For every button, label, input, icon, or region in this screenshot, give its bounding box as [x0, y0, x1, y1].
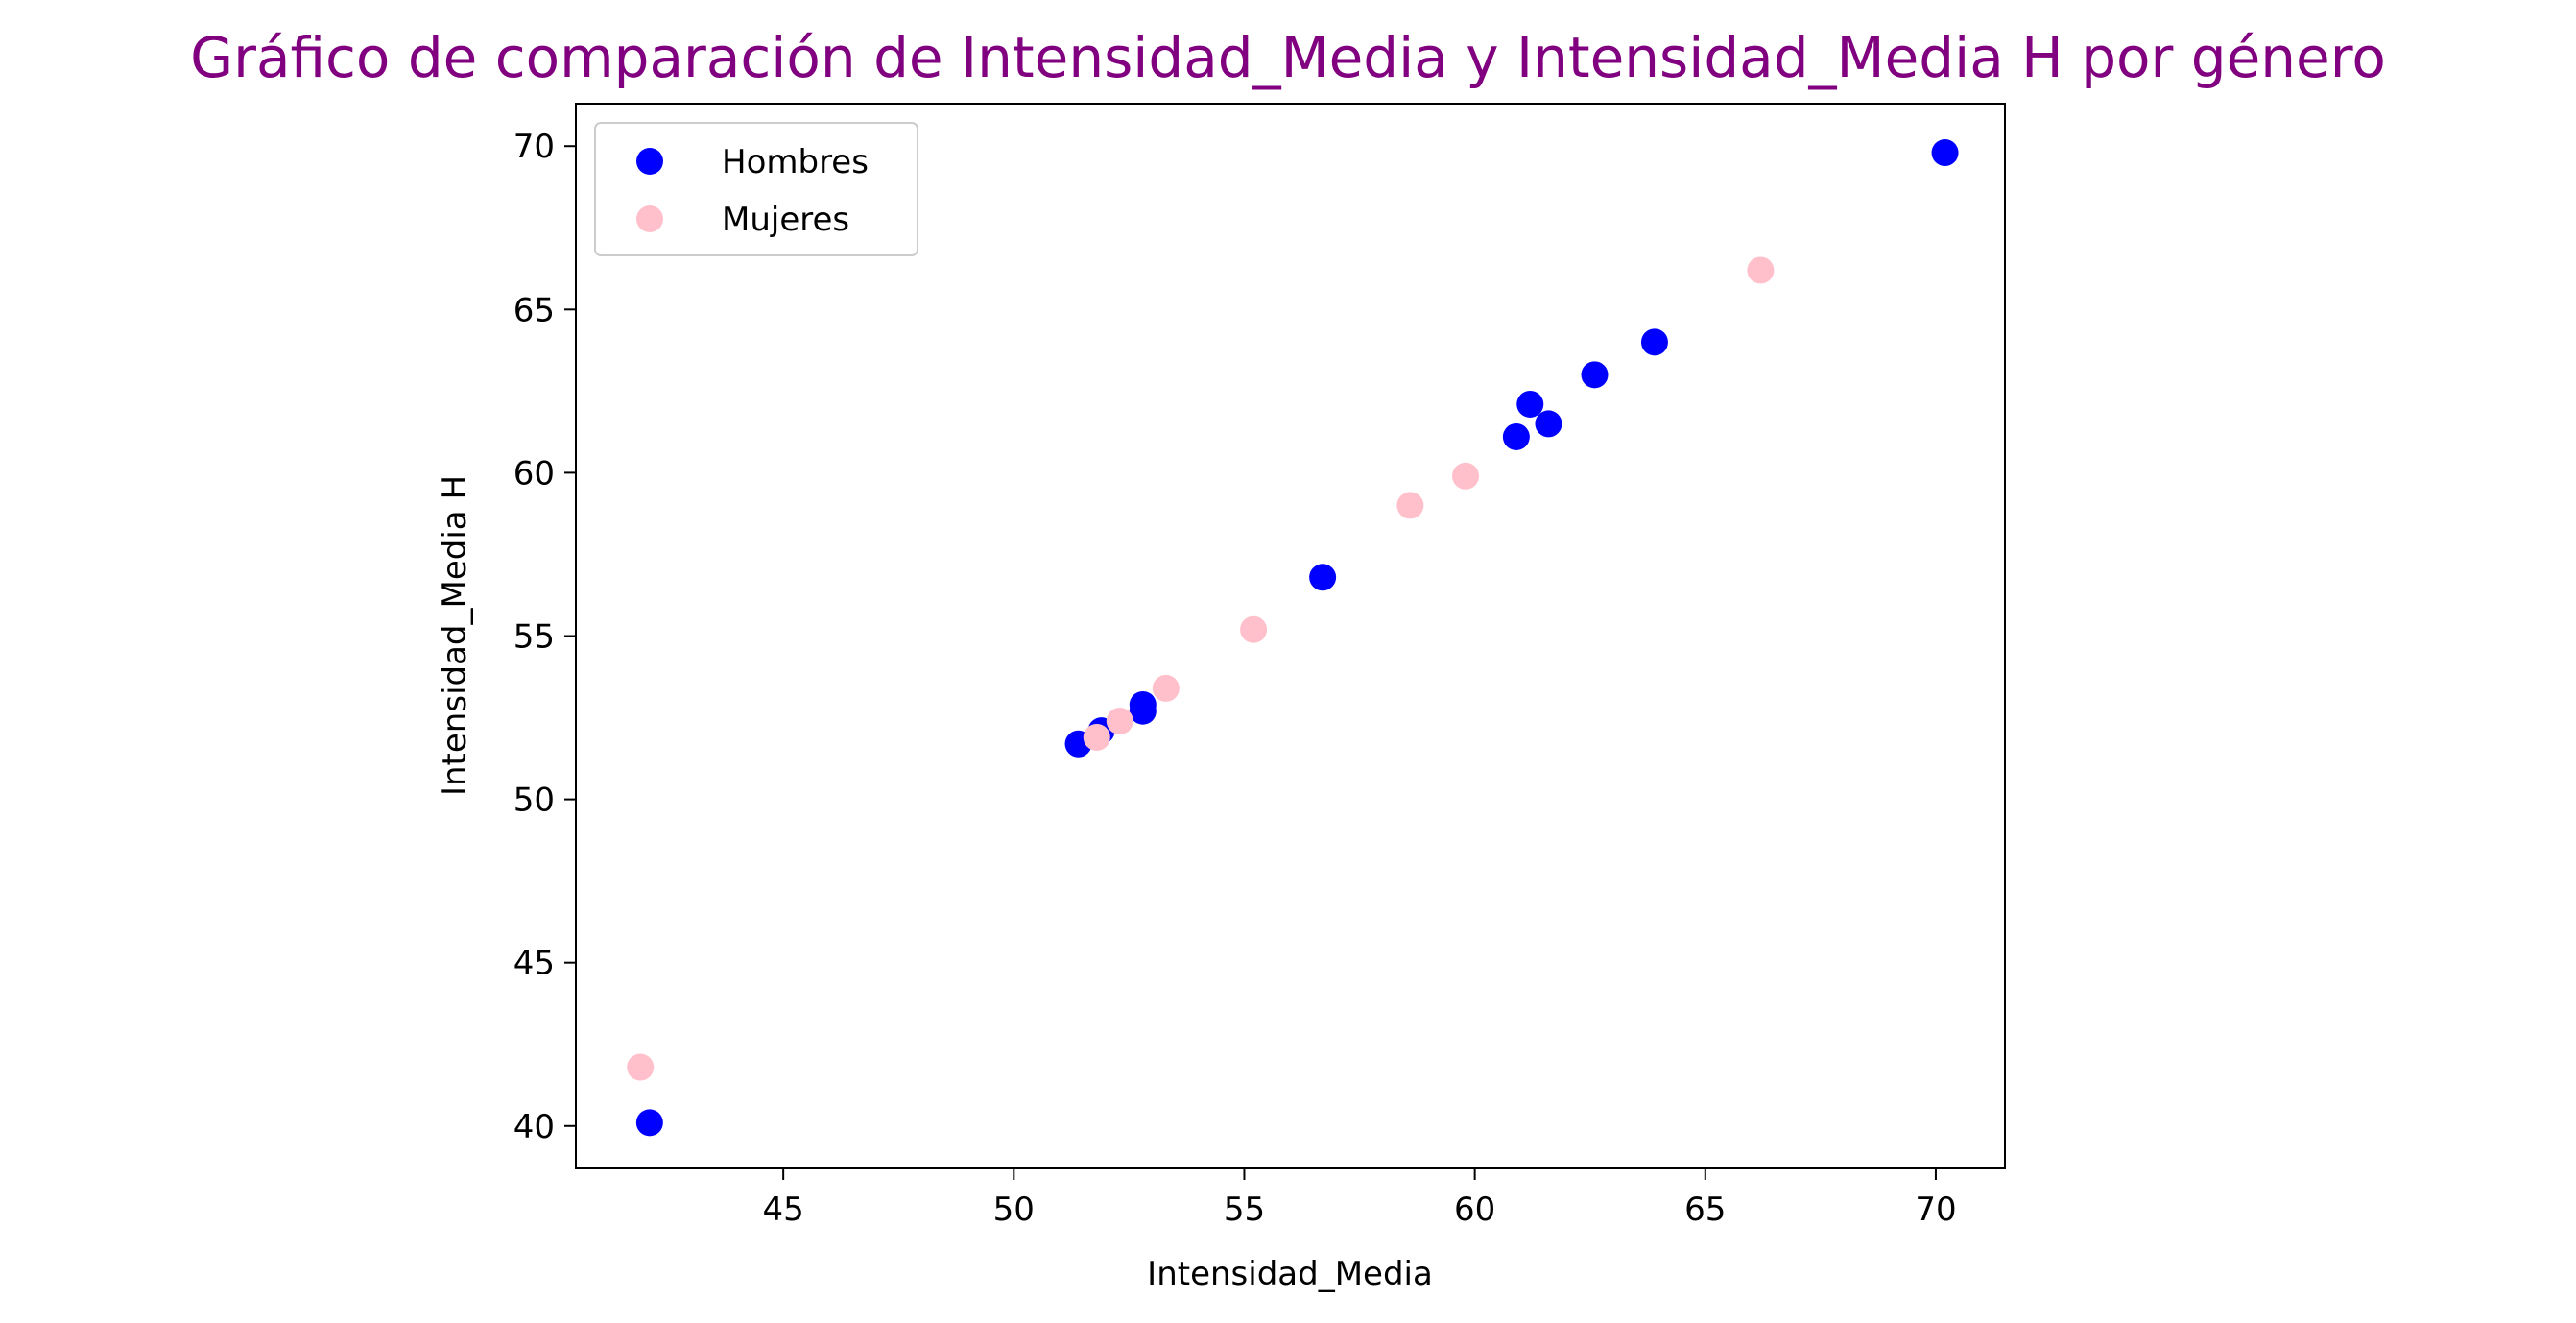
point-mujeres-1 — [627, 1053, 655, 1081]
x-tick-label: 65 — [1684, 1191, 1726, 1229]
legend-label-mujeres: Mujeres — [722, 201, 849, 239]
point-hombres-12 — [1931, 139, 1959, 167]
x-tick-label: 50 — [993, 1191, 1035, 1229]
legend-label-hombres: Hombres — [722, 143, 869, 181]
axis-ticks: 45 50 55 60 65 70 40 45 50 55 60 65 70 — [513, 128, 1957, 1229]
point-mujeres-6 — [1396, 492, 1424, 519]
chart-title: Gráfico de comparación de Intensidad_Med… — [190, 25, 2386, 90]
legend-marker-mujeres — [636, 205, 663, 232]
y-tick-label: 45 — [513, 945, 555, 983]
point-hombres-10 — [1581, 361, 1609, 389]
legend-box — [594, 122, 918, 256]
y-tick-label: 65 — [513, 291, 555, 329]
point-hombres-7 — [1502, 422, 1530, 450]
y-tick-label: 50 — [513, 782, 555, 820]
plot-marks — [627, 139, 1959, 1137]
point-mujeres-7 — [1452, 462, 1480, 490]
point-mujeres-3 — [1106, 707, 1133, 734]
point-mujeres-5 — [1240, 615, 1268, 643]
x-axis-label: Intensidad_Media — [1147, 1255, 1433, 1293]
y-tick-label: 60 — [513, 454, 555, 493]
point-mujeres-4 — [1152, 674, 1180, 702]
plot-frame — [575, 103, 2006, 1169]
point-mujeres-8 — [1747, 256, 1775, 284]
x-tick-label: 55 — [1224, 1191, 1265, 1229]
x-tick-label: 60 — [1454, 1191, 1495, 1229]
point-hombres-6 — [1309, 564, 1337, 591]
y-tick-label: 70 — [513, 128, 555, 166]
point-hombres-1 — [635, 1109, 663, 1137]
y-tick-label: 40 — [513, 1108, 555, 1146]
point-hombres-9 — [1535, 410, 1562, 438]
y-tick-label: 55 — [513, 618, 555, 657]
y-axis-label: Intensidad_Media H — [436, 475, 474, 796]
x-tick-label: 70 — [1915, 1191, 1956, 1229]
x-tick-label: 45 — [763, 1191, 804, 1229]
point-hombres-8 — [1516, 390, 1544, 418]
point-mujeres-2 — [1083, 723, 1110, 751]
point-hombres-5 — [1129, 690, 1157, 718]
legend: Hombres Mujeres — [594, 122, 918, 256]
point-hombres-11 — [1640, 328, 1668, 356]
legend-marker-hombres — [636, 148, 663, 175]
